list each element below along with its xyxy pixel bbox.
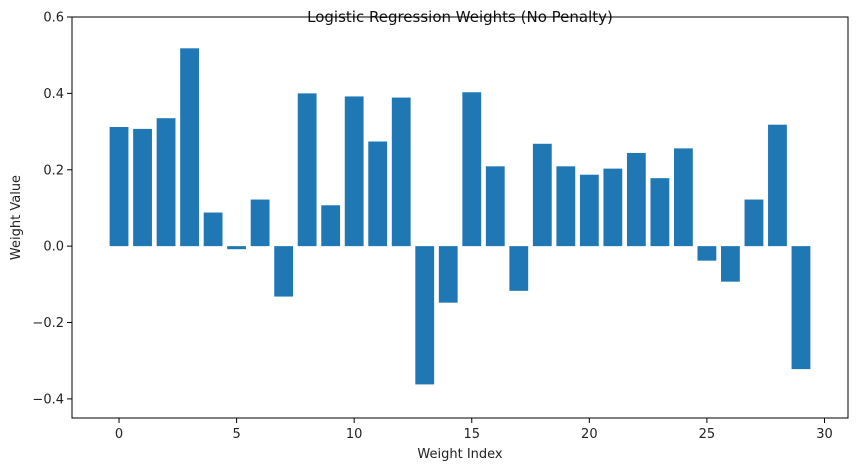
bar-12 [391,97,411,247]
y-tick-label: 0.0 [43,240,64,255]
x-axis-label: Weight Index [417,447,503,462]
bar-5 [227,246,247,250]
x-tick-label: 5 [232,427,240,442]
bar-2 [156,118,176,247]
bars-group [109,48,811,385]
bar-10 [344,96,364,247]
bar-23 [650,178,670,247]
bar-17 [509,246,529,291]
x-tick-label: 20 [581,427,598,442]
y-axis: −0.4 −0.2 0.0 0.2 0.4 0.6 [32,11,72,407]
bar-13 [415,246,435,385]
bar-24 [673,148,693,247]
bar-7 [274,246,294,297]
bar-16 [485,166,505,247]
x-tick-label: 15 [463,427,480,442]
x-tick-label: 30 [816,427,833,442]
bar-26 [721,246,740,282]
bar-20 [579,174,599,247]
y-tick-label: −0.4 [32,392,64,407]
bar-6 [250,199,270,247]
bar-22 [626,152,646,247]
y-tick-label: 0.2 [43,163,64,178]
y-axis-label: Weight Value [9,175,24,260]
bar-11 [368,141,388,247]
x-tick-label: 25 [699,427,716,442]
bar-29 [791,246,811,370]
bar-9 [321,205,341,247]
bar-19 [556,166,576,247]
bar-21 [603,168,623,247]
y-tick-label: 0.6 [43,11,64,26]
bar-3 [180,48,199,247]
bar-4 [203,212,223,247]
bar-25 [697,246,717,261]
x-tick-label: 0 [115,427,123,442]
bar-28 [768,124,787,247]
x-axis: 0 5 10 15 20 25 30 [115,418,833,442]
x-tick-label: 10 [346,427,363,442]
bar-1 [133,128,152,247]
bar-8 [297,93,317,247]
bar-0 [109,126,129,247]
y-tick-label: −0.2 [32,316,64,331]
bar-15 [462,92,482,247]
y-tick-label: 0.4 [43,87,64,102]
plot-frame [71,16,849,419]
bar-18 [532,143,552,247]
bar-27 [744,199,764,247]
bar-14 [438,246,458,303]
